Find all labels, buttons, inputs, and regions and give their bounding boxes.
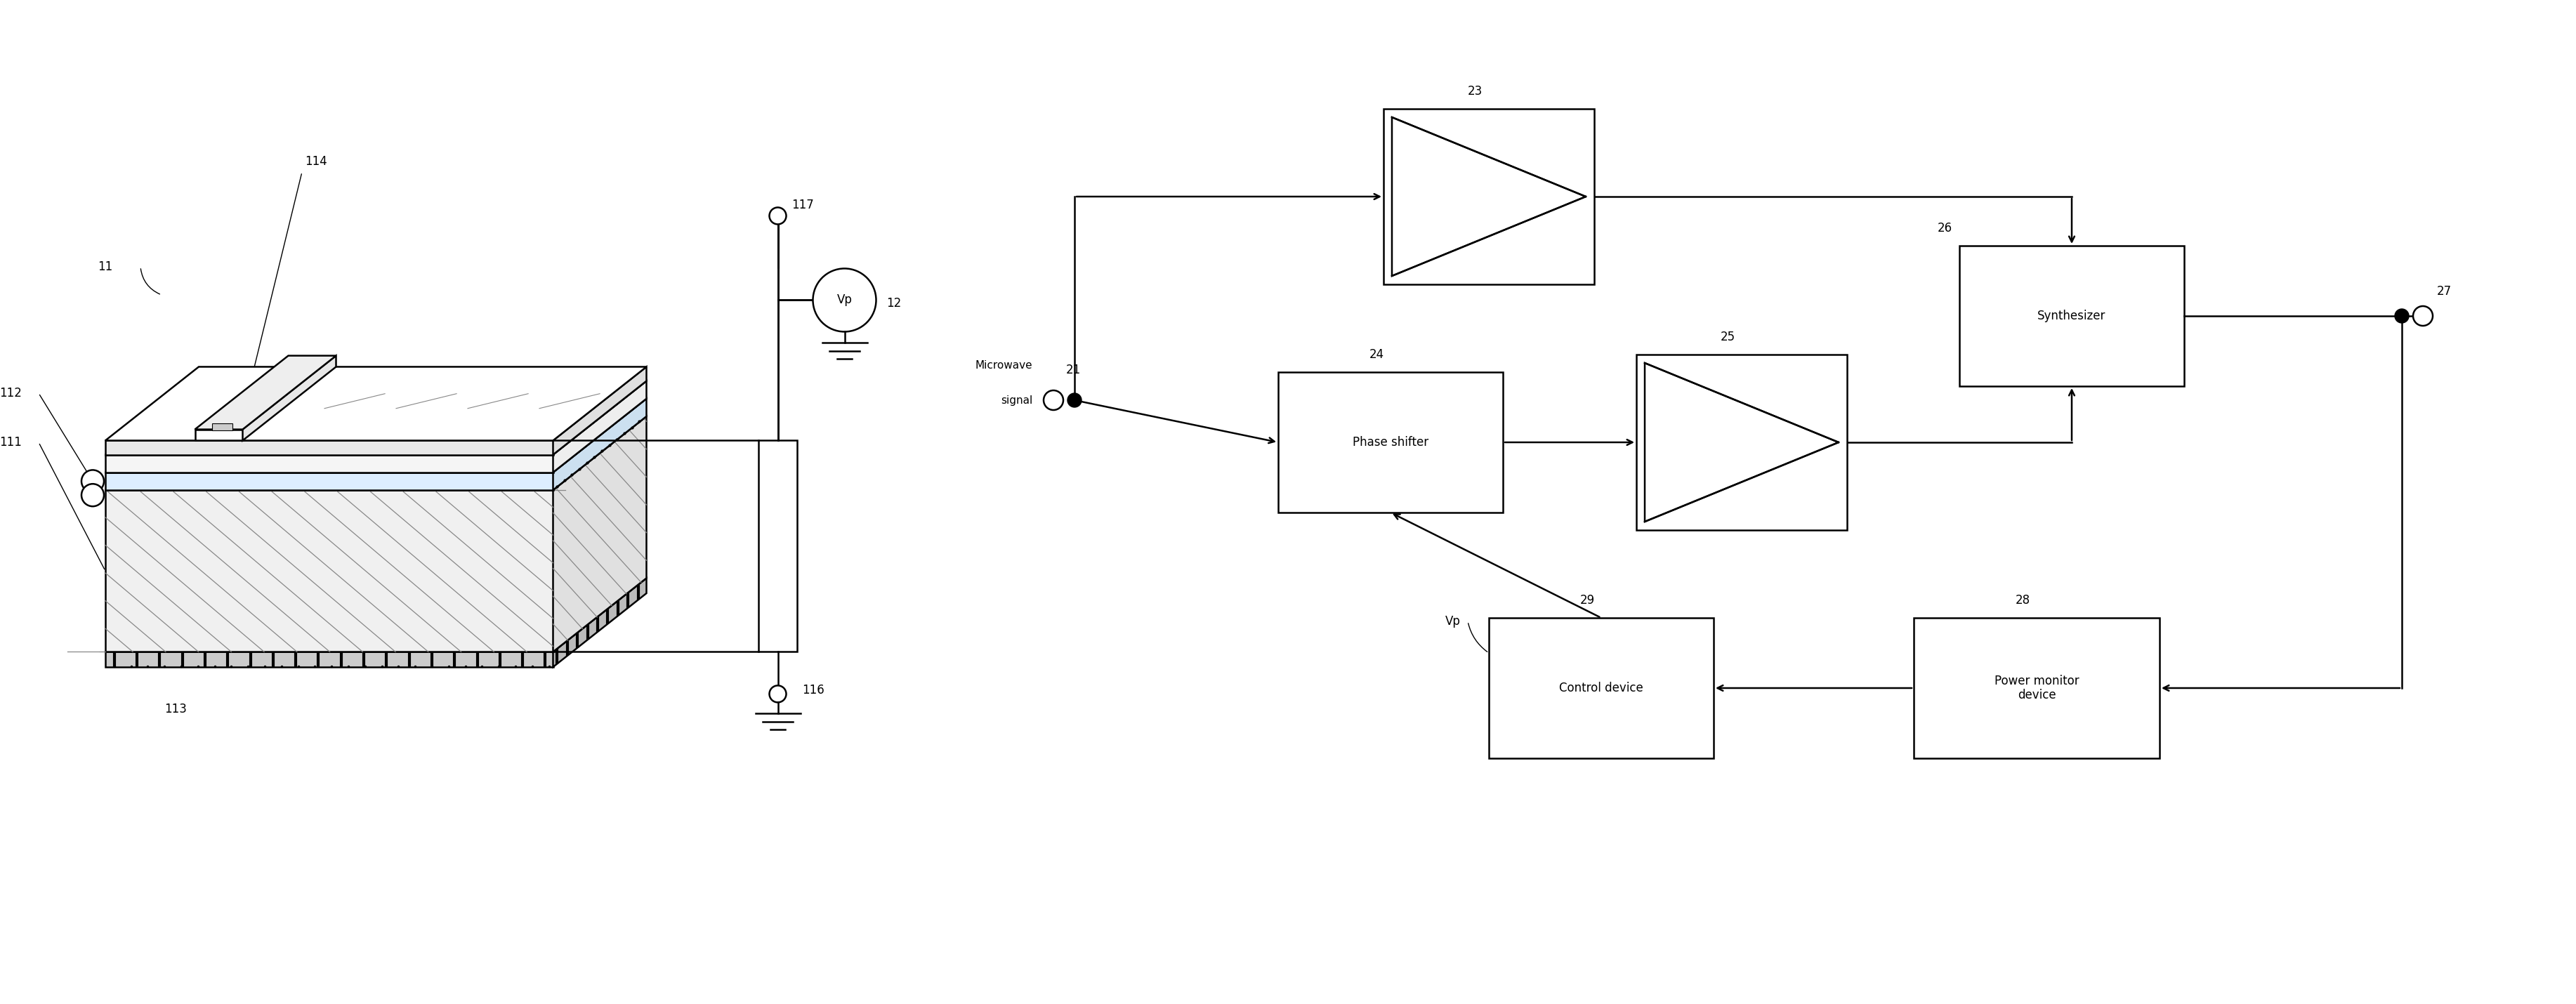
Text: Power monitor
device: Power monitor device — [1994, 675, 2079, 702]
Polygon shape — [106, 417, 647, 490]
Circle shape — [1066, 394, 1082, 408]
Text: 28: 28 — [2014, 594, 2030, 606]
Polygon shape — [554, 417, 647, 652]
Polygon shape — [106, 455, 554, 472]
Text: 116: 116 — [801, 684, 824, 697]
Polygon shape — [106, 366, 647, 441]
Bar — [1489, 617, 1713, 758]
Polygon shape — [554, 381, 647, 472]
Circle shape — [82, 470, 103, 492]
Text: 117: 117 — [791, 199, 814, 212]
Text: 114: 114 — [304, 156, 327, 168]
Text: 26: 26 — [1937, 222, 1953, 235]
Text: Control device: Control device — [1558, 682, 1643, 695]
Circle shape — [82, 484, 103, 506]
Text: 24: 24 — [1368, 348, 1383, 360]
Circle shape — [770, 686, 786, 703]
Text: 25: 25 — [1721, 330, 1736, 343]
Bar — [1278, 372, 1502, 512]
Polygon shape — [106, 441, 554, 455]
Text: Vp: Vp — [1445, 615, 1461, 628]
Polygon shape — [106, 381, 647, 455]
Text: 11: 11 — [98, 260, 113, 273]
Text: 115: 115 — [430, 609, 453, 622]
Text: 21: 21 — [1066, 363, 1082, 376]
Text: 113: 113 — [165, 703, 188, 716]
Polygon shape — [554, 366, 647, 455]
Circle shape — [814, 268, 876, 331]
Circle shape — [1043, 391, 1064, 410]
Polygon shape — [196, 355, 335, 430]
Text: Phase shifter: Phase shifter — [1352, 436, 1430, 449]
Polygon shape — [106, 472, 554, 490]
Bar — [1960, 246, 2184, 387]
Circle shape — [2414, 306, 2432, 325]
Bar — [1383, 108, 1595, 284]
Polygon shape — [554, 578, 647, 667]
Polygon shape — [1643, 363, 1839, 522]
Polygon shape — [106, 652, 554, 667]
Polygon shape — [554, 399, 647, 490]
Text: signal: signal — [999, 395, 1033, 406]
Text: Synthesizer: Synthesizer — [2038, 309, 2107, 322]
Text: 27: 27 — [2437, 285, 2452, 298]
Text: 112: 112 — [0, 387, 21, 400]
Circle shape — [770, 208, 786, 224]
Polygon shape — [106, 578, 647, 652]
Polygon shape — [196, 430, 242, 441]
Bar — [757, 441, 796, 652]
Circle shape — [2396, 309, 2409, 323]
Polygon shape — [211, 423, 232, 431]
Polygon shape — [106, 399, 647, 472]
Polygon shape — [1391, 117, 1587, 276]
Bar — [1636, 354, 1847, 530]
Text: 23: 23 — [1468, 85, 1481, 97]
Polygon shape — [106, 490, 554, 652]
Text: 12: 12 — [886, 297, 902, 310]
Text: 29: 29 — [1579, 594, 1595, 606]
Text: Vp: Vp — [837, 294, 853, 306]
Text: 111: 111 — [0, 436, 21, 449]
Text: Microwave: Microwave — [976, 359, 1033, 370]
Polygon shape — [242, 355, 335, 441]
Bar — [1914, 617, 2159, 758]
